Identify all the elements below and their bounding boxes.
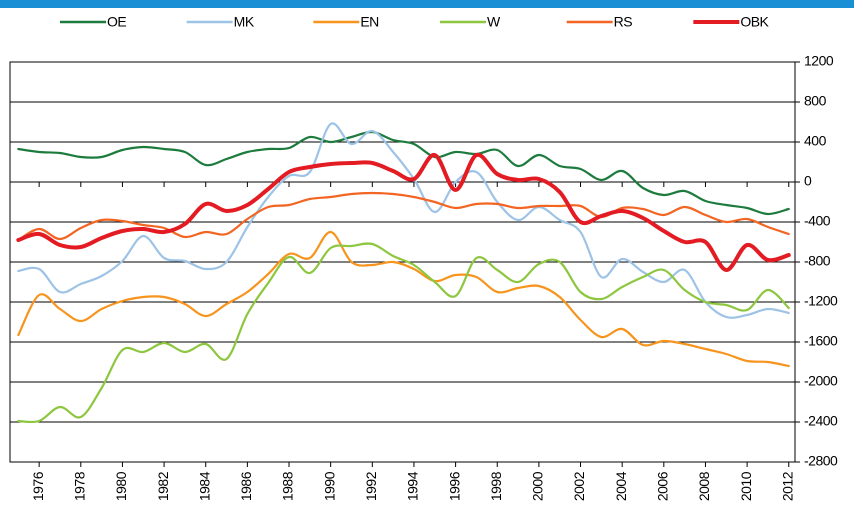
y-tick-label: 1200: [804, 53, 834, 69]
y-tick-label: 0: [804, 173, 812, 189]
y-tick-label: -400: [804, 213, 831, 229]
x-tick-label: 1984: [196, 471, 212, 501]
x-tick-label: 1976: [30, 471, 46, 501]
series-line: [17, 191, 790, 242]
x-tick-label: 1994: [405, 471, 421, 501]
x-tick-label: 1986: [238, 471, 254, 501]
top-banner: [0, 0, 854, 8]
y-tick-label: -2800: [804, 453, 838, 469]
y-tick-label: -1600: [804, 333, 838, 349]
y-tick-label: 800: [804, 93, 827, 109]
y-tick-label: -2000: [804, 373, 838, 389]
x-tick-label: 1998: [488, 471, 504, 501]
x-tick-label: 1990: [321, 471, 337, 501]
x-tick-label: 2008: [696, 471, 712, 501]
x-tick-label: 1992: [363, 471, 379, 501]
series-line: [16, 152, 791, 272]
series-line: [17, 242, 790, 424]
x-tick-label: 1980: [113, 471, 129, 501]
x-tick-label: 1978: [71, 471, 87, 501]
x-tick-label: 1988: [280, 471, 296, 501]
y-tick-label: -2400: [804, 413, 838, 429]
legend-label: OE: [107, 14, 126, 30]
x-tick-label: 2010: [738, 471, 754, 501]
x-tick-label: 1996: [446, 471, 462, 501]
x-tick-label: 1982: [155, 471, 171, 501]
y-tick-label: 400: [804, 133, 827, 149]
series-line: [17, 130, 790, 216]
series-line: [17, 230, 790, 368]
series-line: [17, 122, 790, 319]
x-tick-label: 2006: [655, 471, 671, 501]
y-tick-label: -800: [804, 253, 831, 269]
legend-label: RS: [614, 14, 633, 30]
legend-label: OBK: [740, 14, 769, 30]
x-tick-label: 2002: [571, 471, 587, 501]
legend-label: MK: [234, 14, 255, 30]
x-tick-label: 2004: [613, 471, 629, 501]
y-tick-label: -1200: [804, 293, 838, 309]
x-tick-label: 2000: [530, 471, 546, 501]
x-tick-label: 2012: [779, 471, 795, 501]
legend-label: W: [487, 14, 501, 30]
legend-label: EN: [360, 14, 378, 30]
